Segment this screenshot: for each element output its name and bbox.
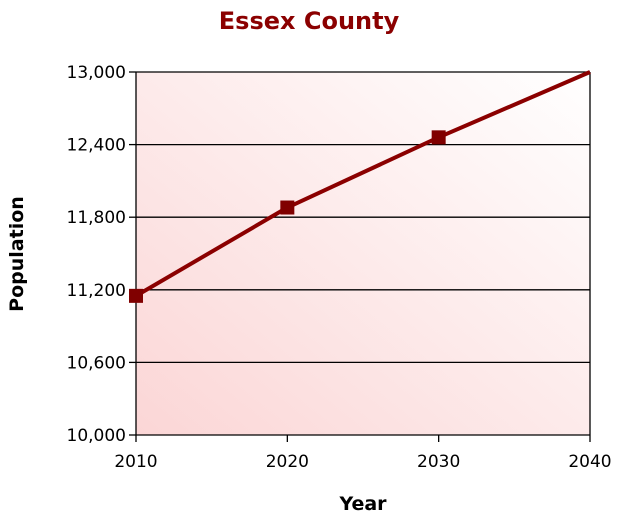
chart-title: Essex County	[219, 7, 400, 35]
data-point-marker	[431, 130, 446, 145]
x-axis-title: Year	[338, 493, 387, 515]
x-tick-label: 2040	[568, 452, 611, 472]
y-tick-label: 12,400	[67, 136, 126, 156]
x-axis-ticks: 2010 2020 2030 2040	[114, 435, 612, 472]
data-point-marker	[280, 200, 295, 215]
x-tick-label: 2030	[417, 452, 460, 472]
series-line	[134, 70, 591, 298]
y-tick-label: 11,200	[67, 281, 126, 301]
data-point-marker	[129, 288, 143, 303]
y-axis-title: Population	[6, 196, 28, 312]
data-series	[129, 70, 591, 303]
gridlines	[136, 71, 590, 436]
y-tick-label: 10,000	[67, 426, 126, 446]
y-tick-label: 11,800	[67, 208, 126, 228]
y-axis-ticks: 10,000 10,600 11,200 11,800 12,400 13,000	[67, 63, 136, 446]
plot-frame	[135, 72, 591, 435]
y-tick-label: 10,600	[67, 353, 126, 373]
y-tick-label: 13,000	[67, 63, 126, 83]
x-tick-label: 2010	[114, 452, 157, 472]
x-tick-label: 2020	[266, 452, 309, 472]
plot-area	[136, 72, 590, 435]
